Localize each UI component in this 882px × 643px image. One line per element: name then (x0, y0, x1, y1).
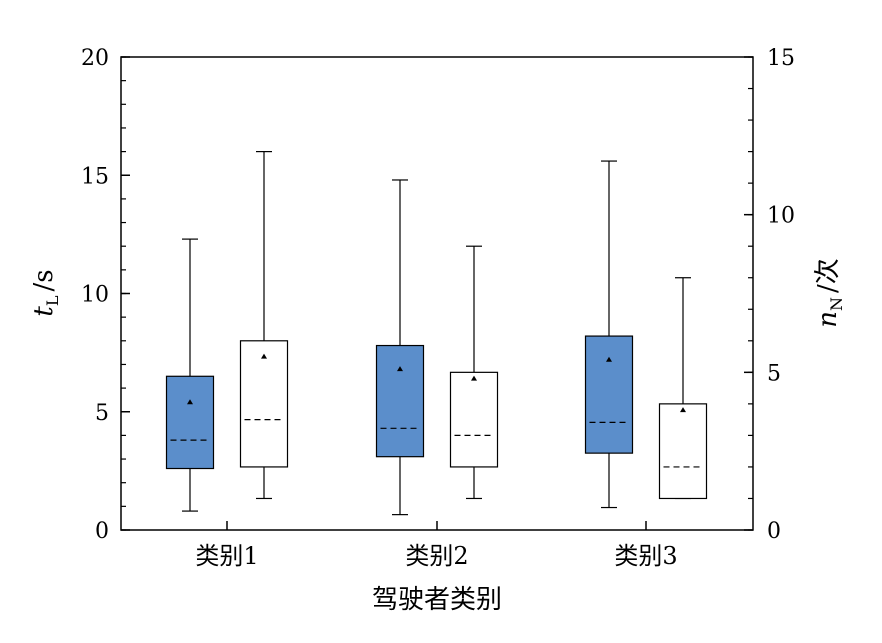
x-axis-label: 驾驶者类别 (372, 585, 502, 615)
right-axis-label-unit: /次 (813, 258, 843, 293)
right-tick-label: 5 (767, 361, 781, 386)
left-tick-label: 20 (81, 46, 109, 71)
box-item (584, 160, 634, 509)
x-axis-ticks: 类别1 类别2 类别3 (195, 521, 678, 570)
right-tick-label: 10 (767, 204, 795, 229)
mean-marker (606, 356, 612, 362)
left-tick-label: 0 (95, 519, 109, 544)
left-axis-label-sub: L (43, 295, 62, 306)
right-axis-label-var: n (813, 311, 843, 328)
mean-marker (680, 407, 686, 413)
box-item (449, 245, 499, 500)
right-axis-ticks: 0 5 10 15 (744, 46, 795, 544)
left-axis-label-var: t (29, 306, 59, 317)
right-axis-label-sub: N (827, 297, 846, 311)
mean-marker (471, 375, 477, 381)
iqr-box (658, 403, 708, 500)
left-tick-label: 10 (81, 283, 109, 308)
box-group (165, 151, 708, 516)
left-tick-label: 5 (95, 401, 109, 426)
iqr-box (584, 335, 634, 454)
iqr-box (375, 344, 425, 458)
left-axis-label: tL/s (29, 269, 62, 316)
x-tick-label: 类别1 (195, 542, 258, 570)
box-item (658, 277, 708, 500)
left-tick-label: 15 (81, 164, 109, 189)
right-tick-label: 0 (767, 519, 781, 544)
iqr-box (239, 340, 289, 468)
box-item (239, 151, 289, 500)
box-item (165, 238, 215, 512)
mean-marker (261, 353, 267, 359)
mean-marker (187, 399, 193, 405)
right-tick-label: 15 (767, 46, 795, 71)
x-tick-label: 类别2 (405, 542, 468, 570)
iqr-box (165, 375, 215, 470)
left-axis-label-unit: /s (29, 269, 59, 291)
right-axis-label: nN/次 (813, 258, 846, 328)
x-tick-label: 类别3 (614, 542, 677, 570)
left-axis-ticks: 0 5 10 15 20 (81, 46, 130, 544)
plot-frame (120, 56, 754, 531)
box-item (375, 179, 425, 516)
mean-marker (397, 366, 403, 372)
iqr-box (449, 371, 499, 468)
